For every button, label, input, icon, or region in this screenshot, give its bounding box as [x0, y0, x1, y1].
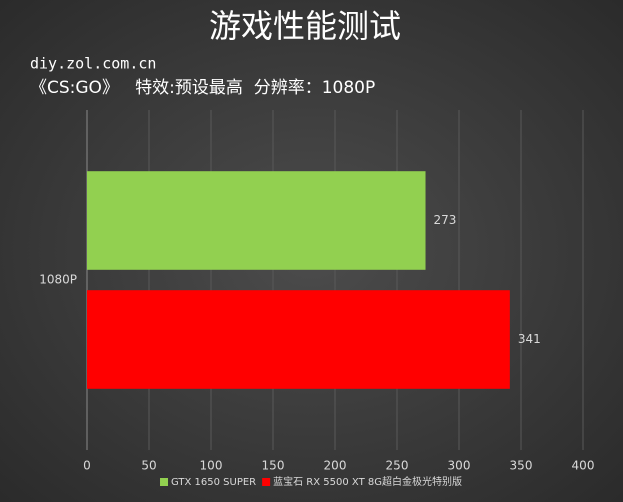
x-tick-label: 50	[141, 459, 156, 473]
subtitle: 《CS:GO》 特效:预设最高 分辨率：1080P	[30, 78, 375, 98]
x-tick-label: 350	[510, 459, 533, 473]
x-tick-label: 0	[83, 459, 91, 473]
value-label: 341	[518, 332, 541, 346]
x-tick-label: 300	[448, 459, 471, 473]
legend-swatch	[262, 478, 271, 486]
x-tick-label: 100	[200, 459, 223, 473]
x-tick-label: 150	[262, 459, 285, 473]
legend-label: 蓝宝石 RX 5500 XT 8G超白金极光特别版	[273, 475, 462, 488]
x-tick-label: 400	[572, 459, 595, 473]
chart-title: 游戏性能测试	[209, 7, 401, 45]
x-tick-label: 200	[324, 459, 347, 473]
x-tick-label: 250	[386, 459, 409, 473]
watermark: diy.zol.com.cn	[30, 55, 156, 73]
bar	[87, 171, 426, 270]
legend-swatch	[160, 478, 169, 486]
bar	[87, 290, 510, 389]
legend-label: GTX 1650 SUPER	[171, 477, 256, 488]
value-label: 273	[434, 213, 457, 227]
y-tick-label: 1080P	[39, 273, 77, 287]
